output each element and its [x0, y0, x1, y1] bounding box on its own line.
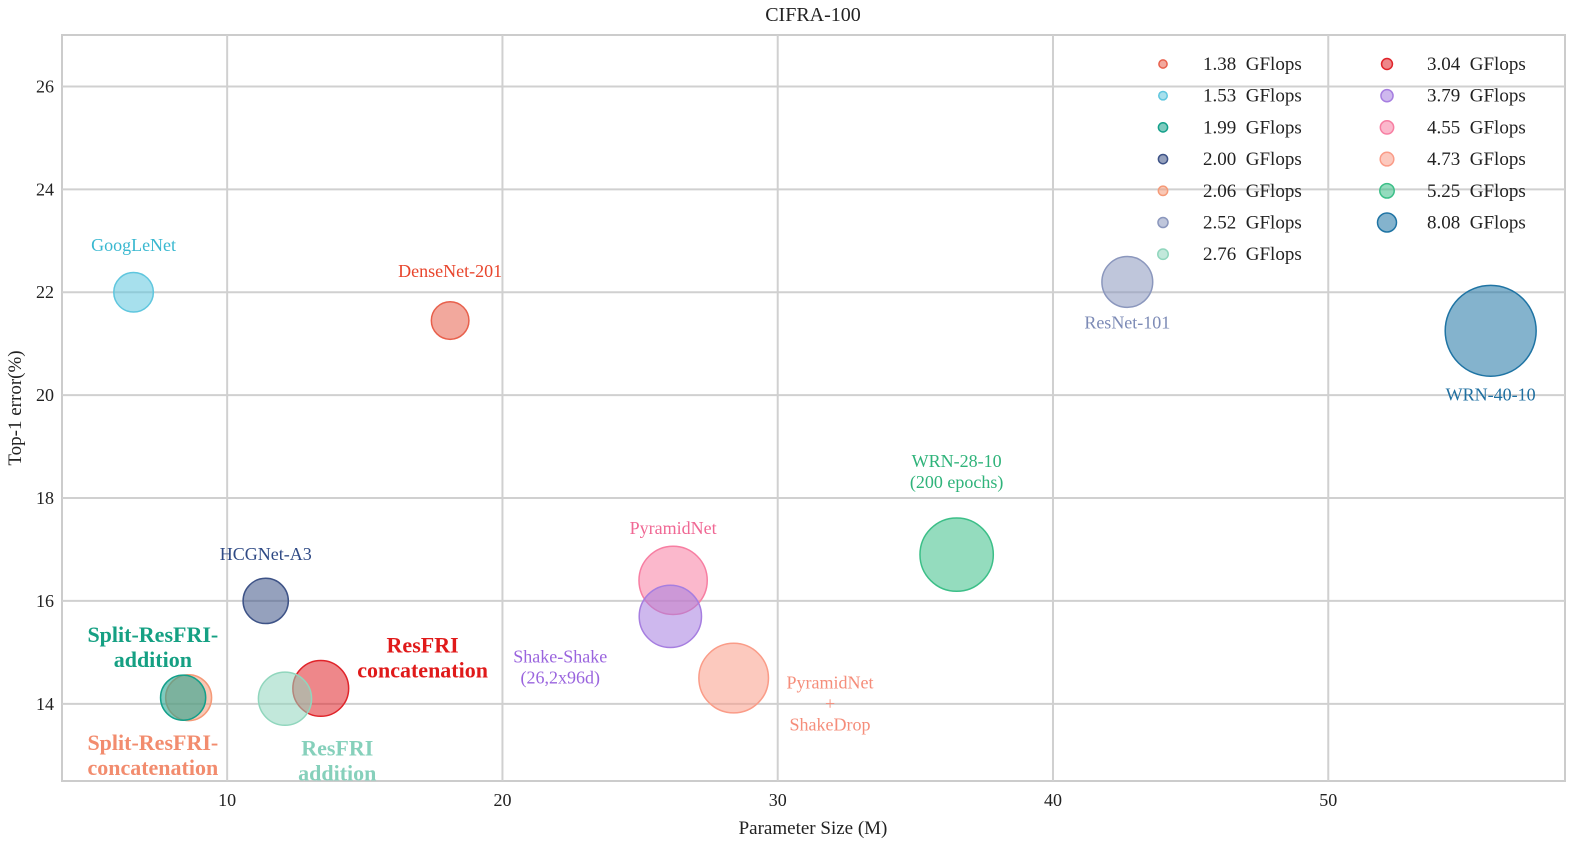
x-tick-label: 30: [769, 790, 787, 810]
legend-marker: [1157, 122, 1169, 133]
x-tick-label: 40: [1044, 790, 1062, 810]
legend-marker: [1379, 182, 1395, 199]
legend-label: 1.38 GFlops: [1203, 54, 1302, 75]
legend-label: 2.00 GFlops: [1203, 149, 1302, 170]
x-tick-label: 10: [218, 790, 236, 810]
legend-marker: [1158, 59, 1168, 69]
legend-label: 1.53 GFlops: [1203, 86, 1302, 107]
point-labels: GoogLeNet DenseNet-201 ResNet-101 WRN-40-10…: [87, 235, 1535, 785]
legend-marker: [1380, 57, 1394, 71]
legend-label: 2.76 GFlops: [1203, 244, 1302, 265]
legend-item: 1.53 GFlops: [1158, 86, 1302, 107]
x-tick-label: 50: [1319, 790, 1337, 810]
legend-item: 5.25 GFlops: [1379, 181, 1526, 202]
bubble-wrn-28-10: [919, 517, 995, 593]
legend: 1.38 GFlops 1.53 GFlops 1.99 GFlops 2.00 GF…: [1157, 54, 1526, 265]
bubble-wrn-40-10: [1444, 284, 1537, 378]
y-tick-label: 18: [36, 488, 54, 508]
legend-marker: [1380, 88, 1394, 103]
legend-item: 2.52 GFlops: [1157, 213, 1302, 234]
legend-label: 3.79 GFlops: [1427, 86, 1526, 107]
legend-marker: [1379, 119, 1395, 135]
label-resfri-concatenation: ResFRI concatenation: [357, 632, 488, 682]
label-wrn-28-10: WRN-28-10 (200 epochs): [910, 451, 1003, 493]
legend-marker: [1157, 216, 1169, 229]
label-pyramidnet-shakedrop: PyramidNet + ShakeDrop: [787, 672, 874, 734]
legend-item: 1.99 GFlops: [1157, 117, 1302, 138]
y-tick-label: 14: [36, 694, 54, 714]
legend-label: 1.99 GFlops: [1203, 117, 1302, 138]
legend-marker: [1376, 212, 1398, 233]
legend-label: 2.06 GFlops: [1203, 181, 1302, 202]
label-googlenet: GoogLeNet: [91, 235, 176, 255]
legend-item: 1.38 GFlops: [1158, 54, 1302, 75]
bubble-pyramidnet-shakedrop: [698, 642, 770, 714]
label-wrn-40-10: WRN-40-10: [1446, 384, 1536, 404]
y-tick-label: 24: [36, 179, 54, 199]
legend-marker: [1157, 185, 1169, 197]
bubbles: [113, 255, 1537, 727]
legend-label: 4.73 GFlops: [1427, 149, 1526, 170]
legend-label: 2.52 GFlops: [1203, 213, 1302, 234]
legend-label: 4.55 GFlops: [1427, 117, 1526, 138]
label-shake-shake: Shake-Shake (26,2x96d): [513, 647, 607, 689]
y-tick-label: 26: [36, 76, 54, 96]
y-tick-label: 22: [36, 282, 54, 302]
legend-item: 2.06 GFlops: [1157, 181, 1302, 202]
x-axis-label: Parameter Size (M): [739, 818, 888, 839]
legend-item: 2.76 GFlops: [1157, 244, 1302, 265]
label-densenet-201: DenseNet-201: [398, 261, 502, 281]
bubble-googlenet: [113, 271, 155, 313]
label-resnet-101: ResNet-101: [1084, 312, 1170, 332]
legend-label: 3.04 GFlops: [1427, 54, 1526, 75]
legend-marker: [1157, 153, 1169, 165]
bubble-resfri-addition: [257, 671, 313, 727]
bubble-split-resfri-addition: [159, 674, 207, 721]
legend-item: 3.04 GFlops: [1380, 54, 1526, 75]
bubble-resnet-101: [1101, 255, 1154, 309]
legend-item: 2.00 GFlops: [1157, 149, 1302, 170]
y-tick-label: 20: [36, 385, 54, 405]
plot-area: [61, 34, 1566, 782]
bubble-densenet-201: [430, 300, 470, 341]
y-axis-label: Top-1 error(%): [5, 350, 26, 465]
bubble-shake-shake: [638, 584, 703, 649]
legend-label: 5.25 GFlops: [1427, 181, 1526, 202]
bubble-hcgnet-a3: [242, 577, 290, 625]
legend-item: 3.79 GFlops: [1380, 86, 1526, 107]
y-tick-label: 16: [36, 591, 54, 611]
legend-label: 8.08 GFlops: [1427, 213, 1526, 234]
legend-marker: [1157, 248, 1169, 261]
legend-marker: [1379, 151, 1395, 167]
label-hcgnet-a3: HCGNet-A3: [220, 544, 312, 564]
legend-marker: [1158, 90, 1168, 101]
label-split-resfri-concatenation: Split-ResFRI-concatenation: [87, 730, 218, 780]
axis-ticks: 10 20 30 40 50 14 16 18 20 22 24 26: [36, 76, 1337, 810]
legend-item: 4.55 GFlops: [1379, 117, 1526, 138]
label-split-resfri-addition: Split-ResFRI-addition: [87, 622, 218, 672]
legend-item: 4.73 GFlops: [1379, 149, 1526, 170]
label-pyramidnet: PyramidNet: [630, 518, 717, 538]
x-tick-label: 20: [493, 790, 511, 810]
chart-title: CIFRA-100: [765, 4, 861, 26]
legend-item: 8.08 GFlops: [1376, 212, 1526, 234]
label-resfri-addition: ResFRI addition: [298, 735, 376, 785]
